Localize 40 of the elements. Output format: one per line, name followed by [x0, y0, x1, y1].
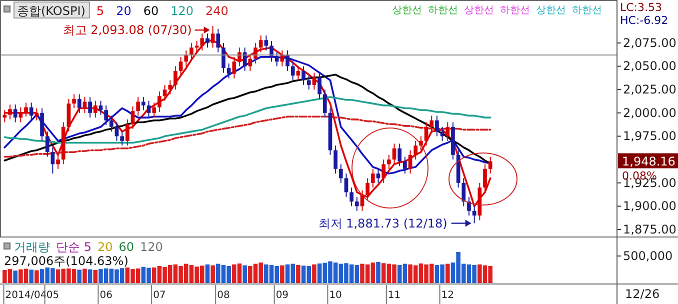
y-tick-label: 1,900.00 — [623, 199, 676, 214]
text: 60 — [143, 4, 159, 18]
y-tick-label: 2,000.00 — [623, 106, 676, 120]
text: 240 — [206, 4, 228, 18]
y-tick-label: 2,050.00 — [623, 59, 676, 74]
annotation: 최저 1,881.73 (12/18) — [318, 216, 448, 230]
text: 5 — [96, 4, 104, 18]
x-tick-label: 11 — [388, 290, 401, 301]
x-tick-label: 10 — [329, 290, 342, 301]
x-tick-label: 06 — [100, 290, 112, 301]
annotation: 최고 2,093.08 (07/30) — [62, 23, 192, 38]
x-tick-label: 05 — [46, 290, 60, 301]
text: 상한선 — [536, 5, 566, 16]
text: 1,948.16 — [622, 154, 676, 168]
annotation: 297,006주(104.63%) — [4, 254, 128, 268]
annotation: 상한선 — [464, 5, 494, 16]
text: 120 — [170, 4, 194, 18]
x-tick-label: 12 — [441, 290, 454, 301]
annotation: 단순 5 — [56, 240, 92, 254]
text: 20 — [116, 4, 132, 18]
chart-title: 거래량 — [14, 240, 50, 254]
x-tick-label: 07 — [153, 290, 166, 301]
chart-title: 종합(KOSPI) — [17, 4, 86, 18]
text: HC:-6.92 — [620, 14, 668, 27]
annotation: 20 — [97, 240, 113, 254]
x-tick-label: 08 — [217, 290, 230, 301]
text: LC:3.53 — [620, 1, 662, 14]
annotation: 하한선 — [428, 5, 458, 16]
text: 500,000 — [623, 249, 673, 263]
y-tick-label: 1,975.00 — [623, 129, 676, 144]
y-tick-label: 1,875.00 — [623, 222, 676, 237]
annotation: 60 — [118, 240, 134, 254]
x-tick-label: 09 — [276, 290, 289, 301]
text: 하한선 — [572, 5, 602, 16]
text: 하한선 — [500, 5, 530, 16]
y-tick-label: 2,075.00 — [623, 36, 676, 50]
annotation: 상한선 — [392, 5, 422, 16]
text: 12/26 — [625, 287, 660, 301]
annotation: 120 — [140, 240, 163, 254]
y-tick-label: 2,025.00 — [623, 82, 676, 97]
